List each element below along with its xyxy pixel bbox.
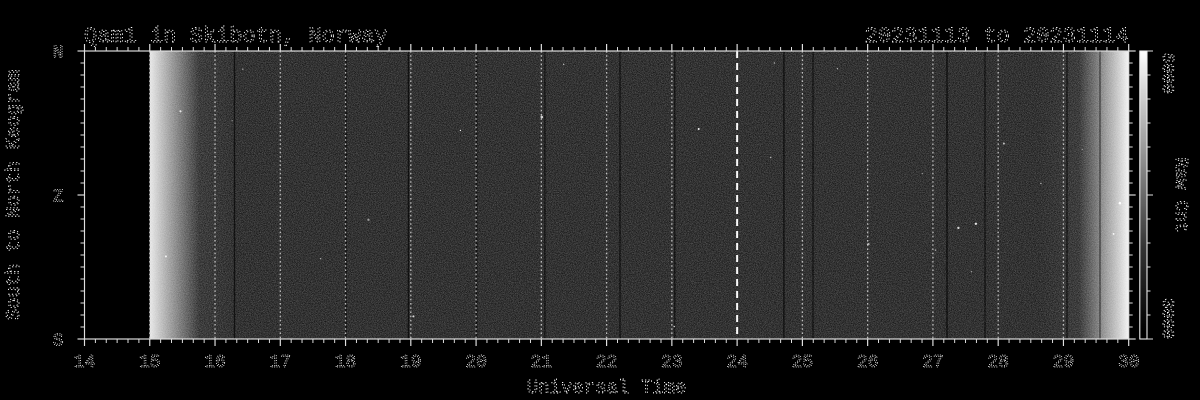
svg-text:25: 25 bbox=[792, 353, 814, 373]
svg-text:27: 27 bbox=[922, 353, 944, 373]
svg-text:26: 26 bbox=[857, 353, 879, 373]
svg-text:29: 29 bbox=[1053, 353, 1075, 373]
svg-text:5000: 5000 bbox=[1157, 53, 1176, 94]
svg-text:18: 18 bbox=[335, 353, 357, 373]
svg-text:3000: 3000 bbox=[1157, 298, 1176, 339]
svg-text:20: 20 bbox=[465, 353, 487, 373]
svg-text:Raw Cnt: Raw Cnt bbox=[1170, 157, 1190, 233]
svg-text:24: 24 bbox=[726, 353, 748, 373]
svg-text:22: 22 bbox=[596, 353, 618, 373]
svg-text:South to North Keogram: South to North Keogram bbox=[3, 70, 25, 321]
svg-text:30: 30 bbox=[1118, 353, 1140, 373]
svg-text:17: 17 bbox=[269, 353, 291, 373]
svg-text:20231113 to 20231114: 20231113 to 20231114 bbox=[865, 24, 1129, 49]
svg-text:Z: Z bbox=[53, 188, 64, 208]
svg-text:16: 16 bbox=[204, 353, 226, 373]
svg-text:15: 15 bbox=[139, 353, 161, 373]
svg-text:S: S bbox=[53, 332, 64, 352]
svg-text:19: 19 bbox=[400, 353, 422, 373]
svg-text:21: 21 bbox=[531, 353, 553, 373]
svg-text:Qam1 in Skibotn, Norway: Qam1 in Skibotn, Norway bbox=[84, 24, 388, 49]
svg-text:N: N bbox=[53, 44, 64, 64]
svg-text:14: 14 bbox=[74, 353, 96, 373]
svg-text:23: 23 bbox=[661, 353, 683, 373]
svg-text:28: 28 bbox=[987, 353, 1009, 373]
svg-text:Universal Time: Universal Time bbox=[527, 377, 687, 399]
